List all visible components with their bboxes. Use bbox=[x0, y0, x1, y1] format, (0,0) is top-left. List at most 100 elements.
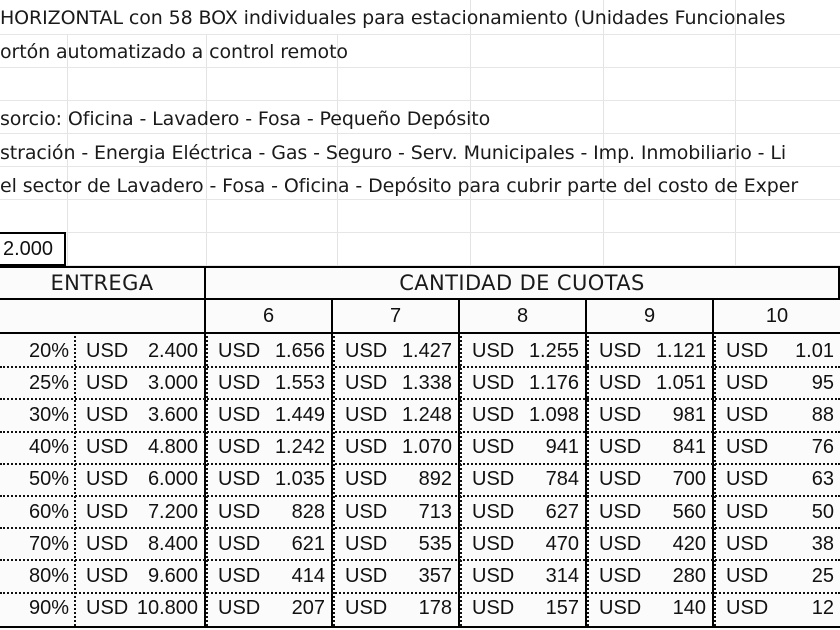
row-cuota-cell[interactable]: USD 1.449 bbox=[208, 400, 331, 430]
row-entrega-cell[interactable]: USD 6.000 bbox=[76, 465, 204, 495]
row-cuota-cell[interactable]: USD 1.051 bbox=[589, 368, 712, 398]
row-cuota-cell[interactable]: USD 280 bbox=[589, 561, 712, 591]
row-cuota-cell[interactable]: USD 1.656 bbox=[208, 336, 331, 366]
gridline-horizontal bbox=[0, 34, 840, 35]
row-cuota-cell[interactable]: USD 357 bbox=[335, 561, 458, 591]
cuota-amount: 981 bbox=[672, 403, 706, 426]
dotted-separator-vertical bbox=[587, 336, 589, 626]
row-cuota-cell[interactable]: USD 941 bbox=[462, 433, 585, 463]
row-cuota-cell[interactable]: USD 700 bbox=[589, 465, 712, 495]
row-percent-cell[interactable]: 60% bbox=[0, 497, 74, 527]
cuota-amount: 12 bbox=[811, 597, 834, 620]
row-percent-cell[interactable]: 50% bbox=[0, 465, 74, 495]
row-cuota-cell[interactable]: USD 627 bbox=[462, 497, 585, 527]
row-cuota-cell[interactable]: USD 1.01 bbox=[716, 336, 840, 366]
row-percent-cell[interactable]: 90% bbox=[0, 594, 74, 624]
row-cuota-cell[interactable]: USD 1.070 bbox=[335, 433, 458, 463]
entrega-header-label: ENTREGA bbox=[50, 271, 154, 295]
row-cuota-cell[interactable]: USD 25 bbox=[716, 561, 840, 591]
cuota-amount: 420 bbox=[672, 532, 706, 555]
dotted-separator-horizontal bbox=[0, 462, 840, 465]
row-entrega-cell[interactable]: USD 3.000 bbox=[76, 368, 204, 398]
row-cuota-cell[interactable]: USD 470 bbox=[462, 529, 585, 559]
currency-label: USD bbox=[472, 500, 515, 523]
row-percent-cell[interactable]: 20% bbox=[0, 336, 74, 366]
row-percent-cell[interactable]: 30% bbox=[0, 400, 74, 430]
currency-label: USD bbox=[345, 339, 388, 362]
row-cuota-cell[interactable]: USD 207 bbox=[208, 594, 331, 624]
row-cuota-cell[interactable]: USD 38 bbox=[716, 529, 840, 559]
row-cuota-cell[interactable]: USD 535 bbox=[335, 529, 458, 559]
row-cuota-cell[interactable]: USD 892 bbox=[335, 465, 458, 495]
currency-label: USD bbox=[345, 532, 388, 555]
row-cuota-cell[interactable]: USD 841 bbox=[589, 433, 712, 463]
row-cuota-cell[interactable]: USD 76 bbox=[716, 433, 840, 463]
row-cuota-cell[interactable]: USD 560 bbox=[589, 497, 712, 527]
entrega-amount: 3.000 bbox=[147, 371, 198, 394]
row-cuota-cell[interactable]: USD 1.255 bbox=[462, 336, 585, 366]
cuota-column-label: 7 bbox=[389, 304, 402, 327]
row-cuota-cell[interactable]: USD 63 bbox=[716, 465, 840, 495]
cuota-amount: 1.449 bbox=[274, 403, 325, 426]
currency-label: USD bbox=[86, 403, 129, 426]
row-cuota-cell[interactable]: USD 157 bbox=[462, 594, 585, 624]
row-cuota-cell[interactable]: USD 1.098 bbox=[462, 400, 585, 430]
row-cuota-cell[interactable]: USD 713 bbox=[335, 497, 458, 527]
price-cell[interactable]: 2.000 bbox=[0, 232, 66, 266]
row-entrega-cell[interactable]: USD 10.800 bbox=[76, 594, 204, 624]
row-entrega-cell[interactable]: USD 3.600 bbox=[76, 400, 204, 430]
row-entrega-cell[interactable]: USD 8.400 bbox=[76, 529, 204, 559]
cuota-amount: 1.656 bbox=[274, 339, 325, 362]
row-cuota-cell[interactable]: USD 414 bbox=[208, 561, 331, 591]
row-cuota-cell[interactable]: USD 1.427 bbox=[335, 336, 458, 366]
currency-label: USD bbox=[86, 597, 129, 620]
cuotas-header-label: CANTIDAD DE CUOTAS bbox=[399, 271, 645, 295]
cuota-amount: 470 bbox=[545, 532, 579, 555]
row-entrega-cell[interactable]: USD 9.600 bbox=[76, 561, 204, 591]
cuota-column-header-7: 7 bbox=[333, 300, 460, 334]
row-cuota-cell[interactable]: USD 1.121 bbox=[589, 336, 712, 366]
currency-label: USD bbox=[218, 371, 261, 394]
row-entrega-cell[interactable]: USD 4.800 bbox=[76, 433, 204, 463]
row-cuota-cell[interactable]: USD 95 bbox=[716, 368, 840, 398]
row-cuota-cell[interactable]: USD 1.035 bbox=[208, 465, 331, 495]
cuota-amount: 700 bbox=[672, 468, 706, 491]
entrega-amount: 9.600 bbox=[147, 564, 198, 587]
entrega-amount: 7.200 bbox=[147, 500, 198, 523]
row-cuota-cell[interactable]: USD 12 bbox=[716, 594, 840, 624]
row-percent-cell[interactable]: 80% bbox=[0, 561, 74, 591]
gridline-horizontal bbox=[0, 67, 840, 68]
row-percent-cell[interactable]: 40% bbox=[0, 433, 74, 463]
currency-label: USD bbox=[345, 468, 388, 491]
row-cuota-cell[interactable]: USD 1.176 bbox=[462, 368, 585, 398]
row-cuota-cell[interactable]: USD 1.338 bbox=[335, 368, 458, 398]
row-cuota-cell[interactable]: USD 1.242 bbox=[208, 433, 331, 463]
row-cuota-cell[interactable]: USD 981 bbox=[589, 400, 712, 430]
row-cuota-cell[interactable]: USD 828 bbox=[208, 497, 331, 527]
row-cuota-cell[interactable]: USD 621 bbox=[208, 529, 331, 559]
currency-label: USD bbox=[345, 500, 388, 523]
cuota-column-label: 6 bbox=[262, 304, 275, 327]
dotted-separator-horizontal bbox=[0, 495, 840, 497]
row-cuota-cell[interactable]: USD 420 bbox=[589, 529, 712, 559]
cuota-amount: 1.121 bbox=[655, 339, 706, 362]
currency-label: USD bbox=[86, 371, 129, 394]
row-entrega-cell[interactable]: USD 7.200 bbox=[76, 497, 204, 527]
row-percent-cell[interactable]: 70% bbox=[0, 529, 74, 559]
row-cuota-cell[interactable]: USD 50 bbox=[716, 497, 840, 527]
row-cuota-cell[interactable]: USD 178 bbox=[335, 594, 458, 624]
row-percent-cell[interactable]: 25% bbox=[0, 368, 74, 398]
cuota-amount: 314 bbox=[545, 564, 579, 587]
entrega-header-cell: ENTREGA bbox=[0, 266, 206, 300]
row-cuota-cell[interactable]: USD 140 bbox=[589, 594, 712, 624]
row-cuota-cell[interactable]: USD 784 bbox=[462, 465, 585, 495]
row-entrega-cell[interactable]: USD 2.400 bbox=[76, 336, 204, 366]
price-cell-value: 2.000 bbox=[3, 237, 54, 260]
currency-label: USD bbox=[599, 371, 642, 394]
row-cuota-cell[interactable]: USD 88 bbox=[716, 400, 840, 430]
dotted-separator-horizontal bbox=[0, 430, 840, 433]
row-cuota-cell[interactable]: USD 1.248 bbox=[335, 400, 458, 430]
row-cuota-cell[interactable]: USD 314 bbox=[462, 561, 585, 591]
row-cuota-cell[interactable]: USD 1.553 bbox=[208, 368, 331, 398]
